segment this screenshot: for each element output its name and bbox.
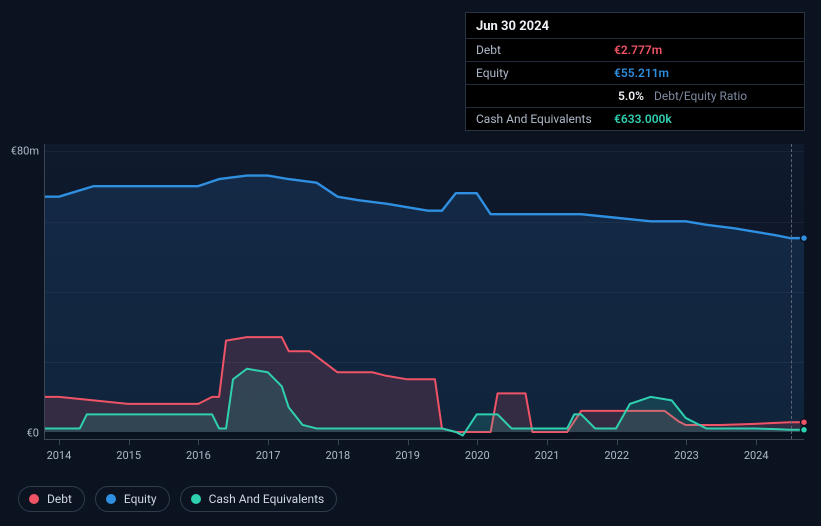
tooltip-label: Equity [476,66,606,80]
tooltip-label: Debt [476,43,606,57]
x-tick [268,439,269,445]
legend-label: Equity [124,492,157,506]
x-tick [338,439,339,445]
y-axis-label: €0 [27,426,45,439]
tooltip-value: €633.000k [614,112,672,126]
x-axis-label: 2022 [604,449,629,462]
x-axis-label: 2016 [186,449,211,462]
tooltip-date: Jun 30 2024 [466,13,804,38]
x-axis-label: 2015 [116,449,141,462]
x-tick [129,439,130,445]
cursor-line [791,144,792,439]
series-end-marker [801,419,808,426]
legend-swatch [191,494,201,504]
legend: Debt Equity Cash And Equivalents [18,486,337,512]
legend-label: Debt [47,492,72,506]
tooltip-value: €2.777m [614,43,662,57]
x-axis-label: 2020 [465,449,490,462]
tooltip-row: 5.0% Debt/Equity Ratio [466,84,804,107]
x-axis-label: 2017 [256,449,281,462]
x-axis-label: 2024 [744,449,769,462]
tooltip-extra-suffix: Debt/Equity Ratio [654,89,747,103]
plot-area[interactable]: 2014201520162017201820192020202120222023… [44,144,804,440]
x-tick [547,439,548,445]
chart-tooltip: Jun 30 2024 Debt €2.777m Equity €55.211m 5.0… [465,12,805,131]
x-tick [198,439,199,445]
x-axis-label: 2021 [535,449,560,462]
x-axis-label: 2023 [674,449,699,462]
series-end-marker [801,426,808,433]
x-tick [59,439,60,445]
legend-label: Cash And Equivalents [209,492,325,506]
tooltip-row: Debt €2.777m [466,38,804,61]
tooltip-row: Cash And Equivalents €633.000k [466,107,804,130]
x-axis-label: 2014 [47,449,72,462]
x-tick [477,439,478,445]
x-axis-label: 2019 [395,449,420,462]
x-tick [617,439,618,445]
tooltip-extra: 5.0% [618,89,644,103]
legend-item-debt[interactable]: Debt [18,486,85,512]
series-end-marker [801,235,808,242]
chart-svg [45,144,804,439]
x-axis-label: 2018 [325,449,350,462]
tooltip-row: Equity €55.211m [466,61,804,84]
debt-equity-cash-chart: Jun 30 2024 Debt €2.777m Equity €55.211m 5.0… [0,0,821,526]
x-tick [408,439,409,445]
x-tick [686,439,687,445]
legend-item-equity[interactable]: Equity [95,486,170,512]
legend-swatch [106,494,116,504]
legend-item-cash-and-equivalents[interactable]: Cash And Equivalents [180,486,338,512]
tooltip-label: Cash And Equivalents [476,112,606,126]
tooltip-rows: Debt €2.777m Equity €55.211m 5.0% Debt/Equit… [466,38,804,130]
x-tick [756,439,757,445]
legend-swatch [29,494,39,504]
tooltip-value: €55.211m [614,66,669,80]
y-axis-label: €80m [11,145,45,158]
